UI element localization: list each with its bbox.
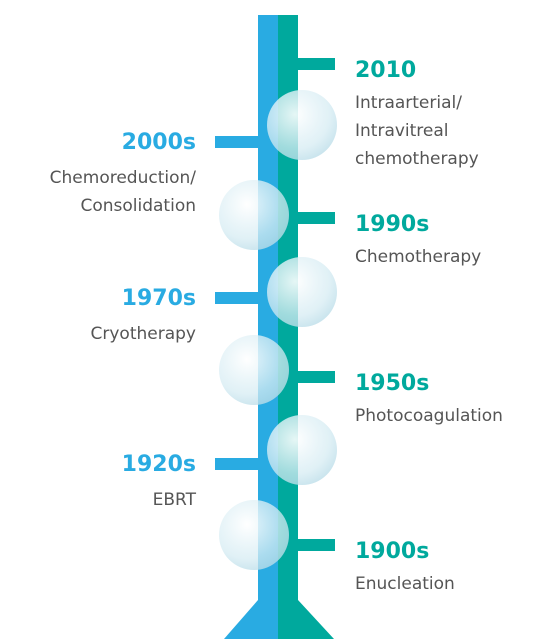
description: Photocoagulation xyxy=(355,406,503,426)
connector xyxy=(298,371,335,383)
description: Cryotherapy xyxy=(91,324,196,344)
description: EBRT xyxy=(153,490,197,510)
bubble xyxy=(267,90,337,160)
base-left xyxy=(224,600,278,639)
description: Intravitreal xyxy=(355,121,449,141)
year: 1900s xyxy=(355,539,429,564)
year: 1950s xyxy=(355,371,429,396)
connector xyxy=(215,136,258,148)
bubble xyxy=(219,180,289,250)
description: Enucleation xyxy=(355,574,455,594)
year: 1970s xyxy=(122,286,196,311)
bubble xyxy=(267,415,337,485)
base-right xyxy=(278,600,334,639)
entries: 2000s Chemoreduction/Consolidation 1970s Cr… xyxy=(50,58,503,594)
bubble xyxy=(267,257,337,327)
year: 1920s xyxy=(122,452,196,477)
description: Intraarterial/ xyxy=(355,93,462,113)
year: 1990s xyxy=(355,212,429,237)
bubble xyxy=(219,335,289,405)
description: chemotherapy xyxy=(355,149,479,169)
connector xyxy=(215,458,258,470)
connector xyxy=(298,539,335,551)
connector xyxy=(298,58,335,70)
description: Chemoreduction/ xyxy=(50,168,197,188)
connector xyxy=(215,292,258,304)
year: 2010 xyxy=(355,58,416,83)
bubbles xyxy=(219,90,337,570)
year: 2000s xyxy=(122,130,196,155)
description: Consolidation xyxy=(80,196,196,216)
bubble xyxy=(219,500,289,570)
connector xyxy=(298,212,335,224)
description: Chemotherapy xyxy=(355,247,481,267)
